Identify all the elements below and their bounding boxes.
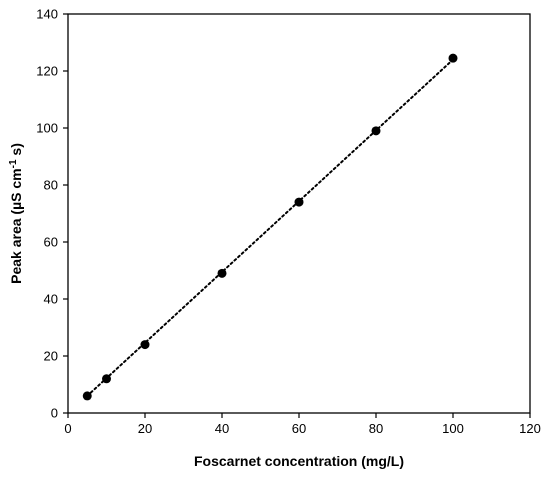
data-point (371, 126, 381, 136)
x-tick-label: 20 (138, 421, 152, 436)
x-tick-label: 40 (215, 421, 229, 436)
y-tick-label: 20 (44, 349, 58, 364)
x-tick-label: 80 (369, 421, 383, 436)
x-tick-label: 60 (292, 421, 306, 436)
x-tick-label: 100 (442, 421, 464, 436)
plot-frame (67, 13, 531, 414)
x-ticks: 0 20 40 60 80 100 120 (64, 413, 541, 436)
y-tick-label: 40 (44, 292, 58, 307)
x-axis-title: Foscarnet concentration (mg/L) (194, 453, 404, 469)
y-axis-title-superscript: -1 (8, 159, 19, 168)
y-tick-label: 0 (51, 406, 58, 421)
y-tick-label: 80 (44, 178, 58, 193)
trendline (86, 58, 454, 397)
data-point (448, 53, 458, 63)
y-axis-title: Peak area (µS cm-1 s) (8, 143, 24, 284)
trendline-layer (86, 58, 454, 397)
x-tick-label: 0 (64, 421, 71, 436)
x-tick-label: 120 (519, 421, 541, 436)
data-point (294, 197, 304, 207)
data-point (217, 268, 227, 278)
data-point (140, 340, 150, 350)
y-ticks: 0 20 40 60 80 100 120 140 (36, 7, 68, 421)
y-tick-label: 60 (44, 235, 58, 250)
data-point (102, 374, 111, 384)
y-tick-label: 140 (36, 7, 58, 22)
y-tick-label: 120 (36, 64, 58, 79)
data-points-layer (82, 53, 458, 401)
y-tick-label: 100 (36, 121, 58, 136)
y-axis-title-end: s) (8, 143, 24, 159)
data-point (82, 391, 92, 401)
y-axis-title-main: Peak area (µS cm (8, 168, 24, 283)
